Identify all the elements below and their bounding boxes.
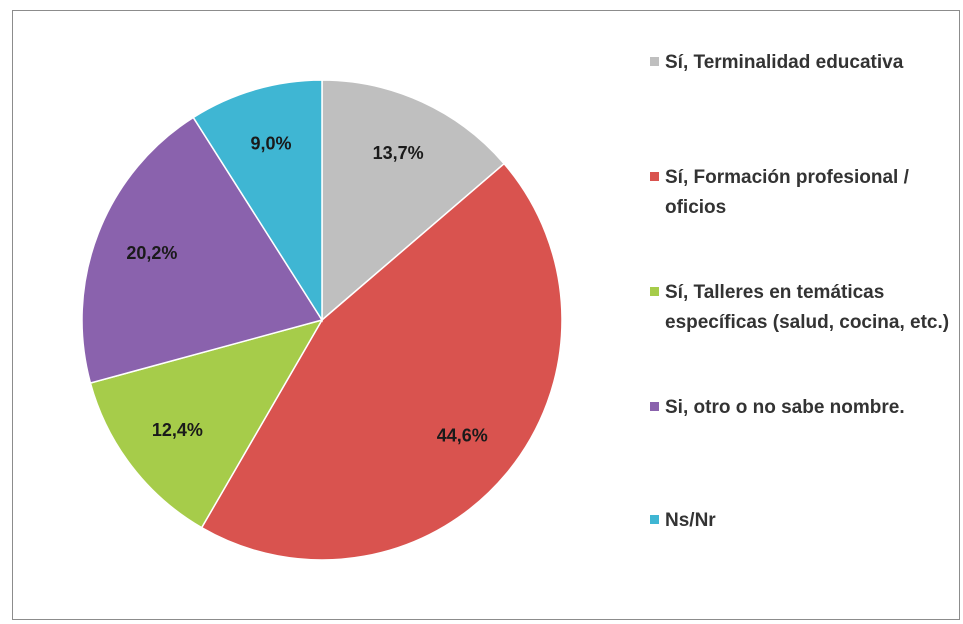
pie-slice bbox=[192, 79, 323, 323]
data-label: 12,4% bbox=[152, 420, 203, 440]
legend-swatch bbox=[650, 287, 659, 296]
legend-item: Sí, Formación profesional / oficios bbox=[650, 163, 955, 223]
data-label: 13,7% bbox=[373, 143, 424, 163]
legend-item: Ns/Nr bbox=[650, 506, 955, 536]
legend-item: Sí, Terminalidad educativa bbox=[650, 48, 955, 78]
legend-label: Si, otro o no sabe nombre. bbox=[665, 397, 905, 418]
legend-label: Ns/Nr bbox=[665, 510, 716, 531]
legend-item: Si, otro o no sabe nombre. bbox=[650, 393, 955, 423]
legend-swatch bbox=[650, 402, 659, 411]
legend-swatch bbox=[650, 172, 659, 181]
legend-swatch bbox=[650, 515, 659, 524]
legend-swatch bbox=[650, 57, 659, 66]
data-label: 20,2% bbox=[126, 243, 177, 263]
legend-item: Sí, Talleres en temáticas específicas (s… bbox=[650, 278, 955, 338]
pie-slice bbox=[321, 79, 506, 322]
pie-slice bbox=[200, 162, 563, 561]
legend-label: Sí, Terminalidad educativa bbox=[665, 52, 904, 73]
pie-slice bbox=[89, 318, 324, 529]
data-label: 9,0% bbox=[251, 134, 292, 154]
legend-label: Sí, Talleres en temáticas específicas (s… bbox=[665, 282, 950, 333]
data-label: 44,6% bbox=[437, 425, 488, 445]
legend-label: Sí, Formación profesional / oficios bbox=[665, 167, 909, 218]
pie-slice bbox=[81, 116, 324, 384]
